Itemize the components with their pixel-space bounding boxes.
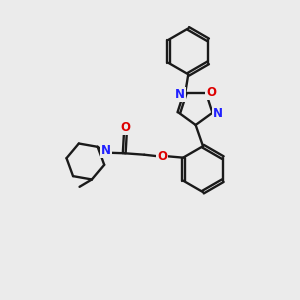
Text: O: O — [120, 121, 130, 134]
Text: N: N — [101, 144, 111, 157]
Text: N: N — [175, 88, 185, 101]
Text: O: O — [157, 150, 167, 163]
Text: N: N — [212, 107, 222, 120]
Text: O: O — [206, 86, 216, 99]
